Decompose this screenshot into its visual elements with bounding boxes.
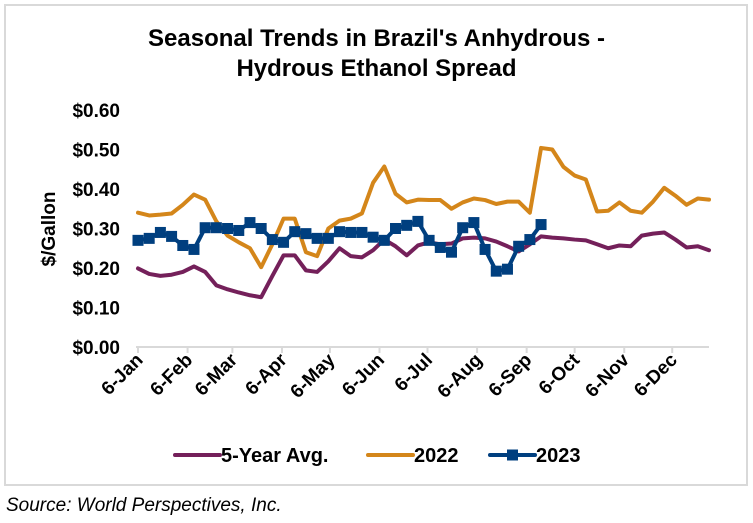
legend: 5-Year Avg. 2022 2023	[173, 445, 581, 467]
x-tick-label: 6-Mar	[191, 349, 242, 400]
series-2023	[132, 215, 547, 277]
source-note: Source: World Perspectives, Inc.	[6, 495, 282, 516]
series-line	[136, 230, 711, 300]
y-tick-label: $0.40	[72, 180, 120, 201]
data-point-marker	[177, 239, 189, 251]
data-point-marker	[311, 232, 323, 244]
data-point-marker	[445, 246, 457, 258]
data-point-marker	[345, 226, 357, 238]
x-tick-label: 6-Jun	[338, 350, 389, 401]
data-point-marker	[434, 241, 446, 253]
data-point-marker	[132, 234, 144, 246]
data-point-marker	[524, 234, 536, 246]
x-tick-label: 6-May	[287, 349, 340, 402]
data-point-marker	[367, 231, 379, 243]
data-point-marker	[356, 226, 368, 238]
data-point-marker	[210, 222, 222, 234]
data-point-marker	[154, 226, 166, 238]
data-point-marker	[468, 217, 480, 229]
data-point-marker	[513, 240, 525, 252]
x-tick-label: 6-Jul	[391, 350, 437, 396]
x-tick-label: 6-Sep	[485, 350, 536, 401]
x-tick-label: 6-Feb	[146, 350, 197, 401]
data-point-marker	[166, 230, 178, 242]
data-point-marker	[222, 223, 234, 234]
data-point-marker	[278, 236, 290, 248]
x-tick-label: 6-Apr	[242, 349, 292, 399]
chart-title-line-2: Hydrous Ethanol Spread	[236, 55, 517, 82]
y-tick-label: $0.30	[72, 220, 120, 241]
data-point-marker	[289, 226, 301, 238]
data-point-marker	[188, 243, 200, 255]
legend-item: 2022	[366, 445, 459, 467]
x-tick-label: 6-Nov	[582, 349, 634, 401]
data-point-marker	[490, 265, 502, 277]
y-tick-label: $0.60	[72, 101, 120, 122]
data-point-marker	[300, 228, 312, 240]
y-tick-label: $0.20	[72, 259, 120, 280]
y-tick-label: $0.10	[72, 299, 120, 320]
legend-item: 5-Year Avg.	[173, 445, 328, 467]
data-point-marker	[199, 222, 211, 234]
legend-item: 2023	[488, 445, 581, 467]
y-axis-ticks: $0.00 $0.10 $0.20 $0.30 $0.40 $0.50 $0.60	[72, 101, 120, 359]
x-tick-label: 6-Oct	[535, 349, 585, 399]
data-point-marker	[378, 234, 390, 246]
data-point-marker	[412, 215, 424, 227]
legend-marker	[507, 449, 518, 461]
data-point-marker	[401, 219, 413, 231]
data-point-marker	[501, 263, 513, 275]
legend-label: 2023	[536, 445, 581, 467]
series-layer	[132, 145, 711, 300]
data-point-marker	[390, 223, 402, 234]
y-tick-label: $0.50	[72, 141, 120, 162]
data-point-marker	[423, 234, 435, 246]
data-point-marker	[479, 243, 491, 255]
x-tick-label: 6-Aug	[434, 350, 487, 403]
data-point-marker	[266, 234, 278, 246]
chart-title-line-1: Seasonal Trends in Brazil's Anhydrous -	[148, 25, 605, 52]
data-point-marker	[457, 222, 469, 234]
y-tick-label: $0.00	[72, 338, 120, 359]
data-point-marker	[255, 223, 267, 234]
series-2022	[136, 145, 711, 270]
data-point-marker	[535, 219, 547, 231]
legend-label: 5-Year Avg.	[221, 445, 328, 467]
data-point-marker	[244, 217, 256, 229]
data-point-marker	[233, 224, 245, 236]
series-line	[136, 145, 711, 270]
legend-label: 2022	[414, 445, 459, 467]
y-axis-title: $/Gallon	[39, 192, 60, 267]
data-point-marker	[143, 232, 155, 244]
series-5-year-avg	[136, 230, 711, 300]
data-point-marker	[334, 226, 346, 238]
chart-title: Seasonal Trends in Brazil's Anhydrous - …	[0, 24, 753, 84]
x-tick-label: 6-Dec	[630, 349, 682, 401]
data-point-marker	[322, 232, 334, 244]
